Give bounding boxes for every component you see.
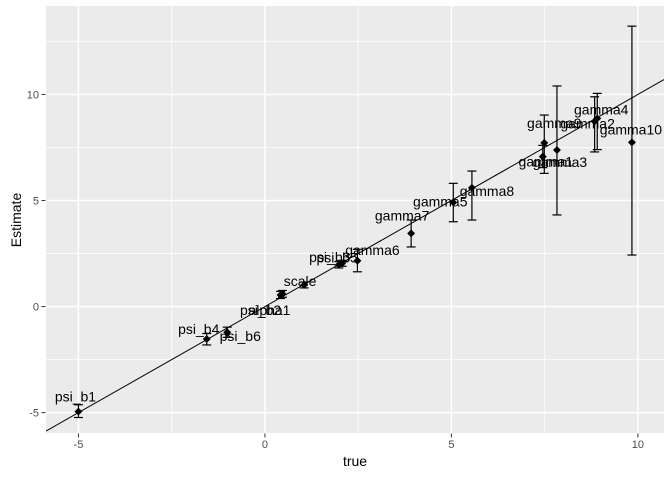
x-tick-label: -5 [74,439,84,451]
data-point [467,183,476,192]
x-tick-label: 0 [262,439,268,451]
x-tick-label: 10 [632,439,644,451]
data-point [338,259,347,268]
point-label: psi_b5 [316,249,357,265]
data-point [300,280,309,289]
data-layer [73,25,637,419]
point-label: gamma1 [519,154,574,170]
point-label: psi_b1 [55,389,96,405]
point-label: gamma5 [413,193,468,209]
point-label: gamma3 [533,154,588,170]
y-axis-title: Estimate [8,192,24,248]
point-label: scale [284,273,317,289]
axes: -5 0 5 10 -5 0 5 10 [27,89,644,451]
point-label: psi_b4 [178,321,219,337]
gridlines [46,6,664,433]
y-tick-label: -5 [29,408,39,420]
data-point [627,138,636,147]
x-axis-title: true [342,453,368,469]
data-point [552,146,561,154]
data-point [449,198,458,207]
point-label: alpha1 [248,302,290,318]
point-label: psi_b6 [220,328,261,344]
point-label: gamma7 [375,207,430,223]
point-label: gamma9 [527,115,582,131]
panel-background [46,6,664,433]
y-tick-label: 0 [33,302,39,314]
y-tick-label: 10 [27,89,39,101]
point-label: psi_b3 [309,249,350,265]
data-point [223,328,232,337]
point-label: gamma2 [560,115,615,131]
data-point [278,289,287,298]
data-point [202,335,211,343]
point-label: gamma10 [600,121,662,137]
identity-line [46,79,664,432]
data-point [407,229,416,238]
point-label: gamma6 [345,242,400,258]
x-tick-label: 5 [448,439,454,451]
data-point [353,256,362,265]
point-label: gamma4 [574,101,629,117]
point-label: gamma8 [460,183,515,199]
y-tick-label: 5 [33,196,39,208]
point-label: psi_b2 [240,302,281,318]
